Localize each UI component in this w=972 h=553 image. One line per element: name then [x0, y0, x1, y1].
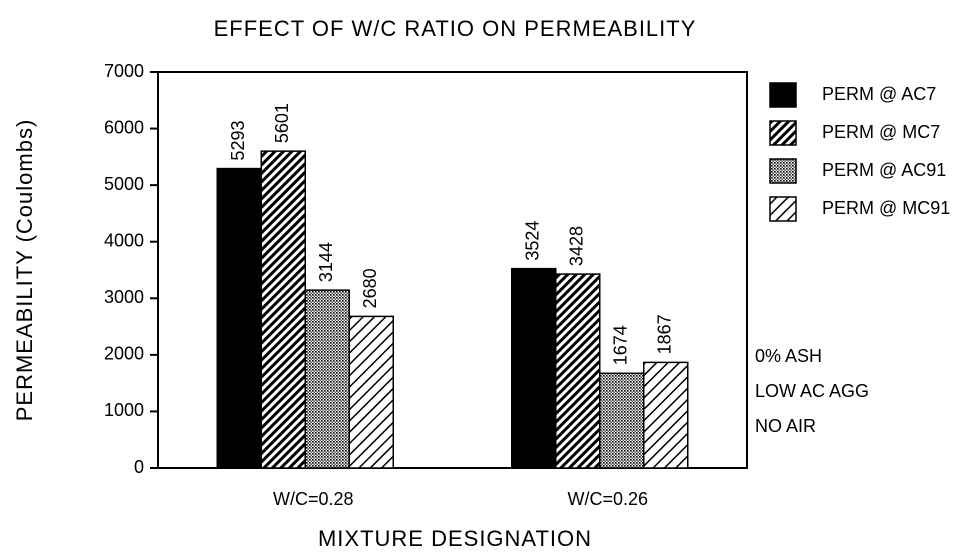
- legend-label: PERM @ MC91: [822, 198, 950, 218]
- annotation: NO AIR: [755, 416, 816, 436]
- chart-title: EFFECT OF W/C RATIO ON PERMEABILITY: [214, 16, 697, 41]
- legend-label: PERM @ AC91: [822, 160, 946, 180]
- y-tick-label: 2000: [104, 344, 144, 364]
- annotation: 0% ASH: [755, 346, 822, 366]
- y-tick-label: 0: [134, 457, 144, 477]
- bar: [599, 372, 645, 469]
- bar: [555, 273, 601, 469]
- y-tick-label: 1000: [104, 400, 144, 420]
- y-tick-label: 7000: [104, 61, 144, 81]
- value-label: 3144: [316, 242, 336, 282]
- value-label: 5293: [228, 121, 248, 161]
- y-tick-label: 3000: [104, 287, 144, 307]
- value-label: 1867: [655, 314, 675, 354]
- x-tick-label: W/C=0.26: [567, 489, 648, 509]
- value-label: 1674: [611, 325, 631, 365]
- x-tick-label: W/C=0.28: [273, 489, 354, 509]
- value-label: 3524: [523, 221, 543, 261]
- bar: [348, 315, 394, 469]
- bar: [260, 150, 306, 469]
- bar: [643, 361, 689, 469]
- y-tick-label: 6000: [104, 117, 144, 137]
- y-axis-label: PERMEABILITY (Coulombs): [12, 119, 37, 422]
- legend-swatch: [769, 196, 797, 222]
- legend-label: PERM @ MC7: [822, 122, 940, 142]
- annotation: LOW AC AGG: [755, 381, 869, 401]
- value-label: 3428: [567, 226, 587, 266]
- y-tick-label: 4000: [104, 230, 144, 250]
- bar: [511, 267, 557, 469]
- bar: [216, 167, 262, 469]
- legend-label: PERM @ AC7: [822, 84, 936, 104]
- legend-swatch: [769, 158, 797, 184]
- bar: [304, 289, 350, 469]
- y-tick-label: 5000: [104, 174, 144, 194]
- legend-swatch: [769, 120, 797, 146]
- x-axis-label: MIXTURE DESIGNATION: [318, 526, 592, 551]
- plot-frame: [157, 71, 748, 469]
- legend-swatch: [769, 82, 797, 108]
- value-label: 5601: [272, 103, 292, 143]
- value-label: 2680: [360, 268, 380, 308]
